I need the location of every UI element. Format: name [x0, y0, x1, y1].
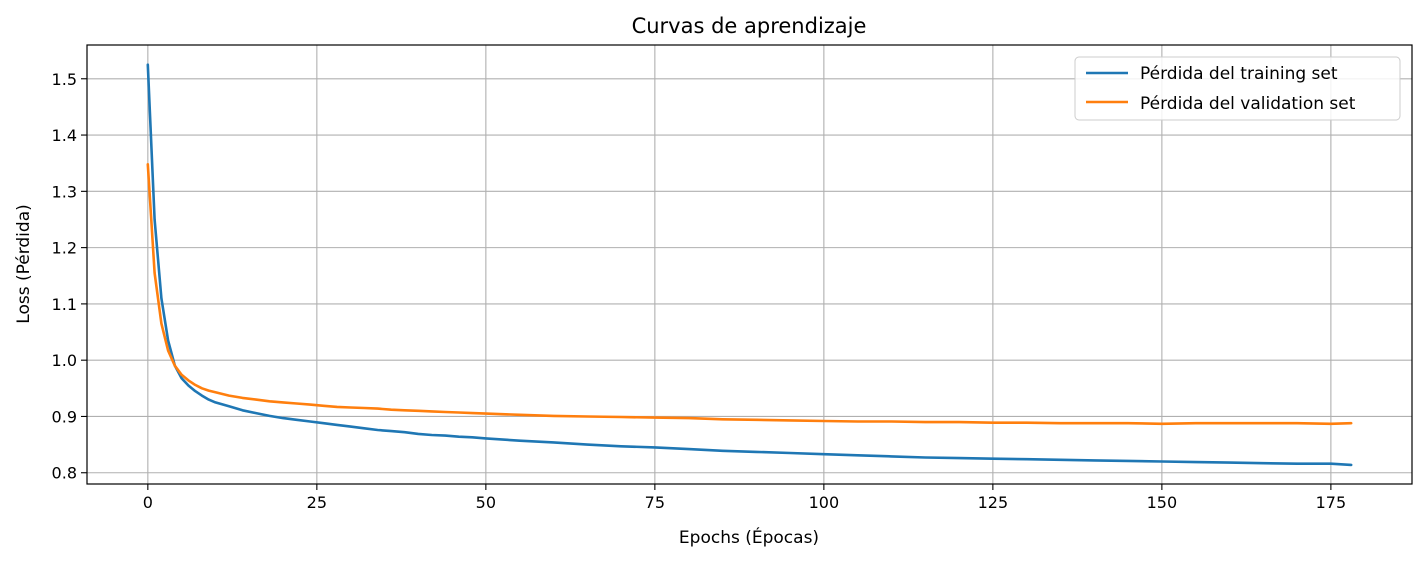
x-tick-label: 150 [1147, 493, 1178, 512]
x-tick-label: 100 [809, 493, 840, 512]
x-axis-ticks: 0 25 50 75 100 125 150 175 [143, 484, 1346, 512]
chart-title: Curvas de aprendizaje [632, 14, 867, 38]
x-tick-label: 75 [645, 493, 665, 512]
y-tick-label: 1.0 [52, 351, 77, 370]
plot-frame [86, 44, 1413, 485]
legend-label-validation: Pérdida del validation set [1140, 94, 1356, 114]
training-loss-line [146, 63, 1353, 467]
y-tick-label: 0.8 [52, 464, 77, 483]
x-tick-label: 25 [307, 493, 327, 512]
x-tick-label: 175 [1316, 493, 1347, 512]
y-tick-label: 1.1 [52, 295, 77, 314]
legend-box [1074, 56, 1401, 121]
x-tick-label: 50 [476, 493, 496, 512]
grid-lines [87, 45, 1412, 484]
legend: Pérdida del training set Pérdida del val… [1074, 56, 1401, 121]
validation-loss-line [146, 163, 1353, 426]
series-lines [146, 63, 1353, 467]
legend-label-training: Pérdida del training set [1140, 64, 1338, 84]
y-axis-label: Loss (Pérdida) [14, 204, 34, 323]
y-tick-label: 1.3 [52, 182, 77, 201]
x-axis-label: Epochs (Épocas) [679, 526, 819, 548]
y-tick-label: 1.5 [52, 70, 77, 89]
x-tick-label: 0 [143, 493, 153, 512]
y-tick-label: 0.9 [52, 407, 77, 426]
y-tick-label: 1.4 [52, 126, 77, 145]
y-axis-ticks: 0.8 0.9 1.0 1.1 1.2 1.3 1.4 1.5 [52, 70, 87, 483]
x-tick-label: 125 [978, 493, 1009, 512]
y-tick-label: 1.2 [52, 239, 77, 258]
